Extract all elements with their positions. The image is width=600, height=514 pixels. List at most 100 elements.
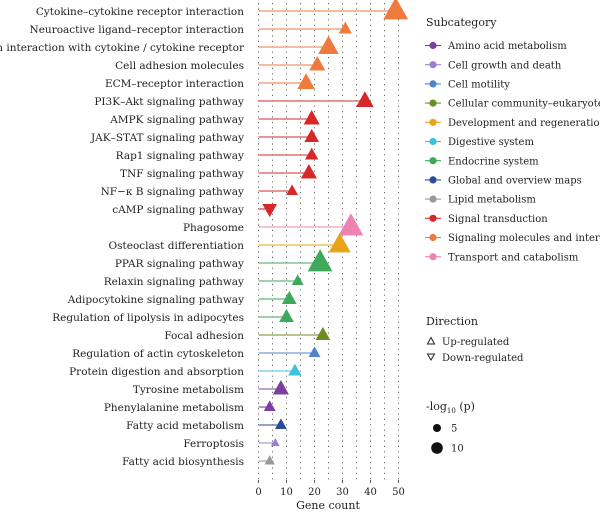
- pathway-label-cytokine-cytokine-receptor-interaction: Cytokine–cytokine receptor interaction: [36, 6, 244, 18]
- pathway-label-nf-b-signaling-pathway: NF−κ B signaling pathway: [101, 186, 244, 198]
- legend-swatch-amino-acid-metabolism: [429, 41, 437, 50]
- marker-ppar-signaling-pathway: [307, 249, 333, 272]
- legend-size-title-suffix: (p): [456, 400, 475, 413]
- marker-adipocytokine-signaling-pathway: [281, 290, 297, 305]
- marker-fatty-acid-biosynthesis: [264, 455, 275, 465]
- marker-focal-adhesion: [315, 326, 331, 341]
- legend-swatch-digestive-system: [429, 137, 437, 146]
- legend-size-dot-10: [431, 442, 443, 454]
- pathway-label-protein-digestion-and-absorption: Protein digestion and absorption: [69, 366, 244, 378]
- marker-rap1-signaling-pathway: [305, 147, 319, 160]
- legend-size-label-5: 5: [451, 424, 457, 435]
- legend-label-signaling-molecules-and-interaction: Signaling molecules and interaction: [448, 233, 600, 244]
- marker-pi3k-akt-signaling-pathway: [356, 91, 374, 107]
- pathway-label-tnf-signaling-pathway: TNF signaling pathway: [120, 168, 244, 180]
- pathway-label-viral-protein-interaction-with-cytokine-cytokine-receptor: Viral protein interaction with cytokine …: [0, 42, 245, 54]
- pathway-label-phagosome: Phagosome: [183, 222, 244, 234]
- legend-label-transport-and-catabolism: Transport and catabolism: [448, 252, 579, 263]
- pathway-label-jak-stat-signaling-pathway: JAK–STAT signaling pathway: [90, 132, 244, 144]
- pathway-label-regulation-of-lipolysis-in-adipocytes: Regulation of lipolysis in adipocytes: [52, 312, 244, 324]
- legend-label-lipid-metabolism: Lipid metabolism: [448, 195, 536, 206]
- legend-label-cell-motility: Cell motility: [448, 80, 510, 91]
- pathway-label-cell-adhesion-molecules: Cell adhesion molecules: [115, 60, 244, 72]
- pathway-label-regulation-of-actin-cytoskeleton: Regulation of actin cytoskeleton: [72, 348, 244, 360]
- pathway-label-fatty-acid-biosynthesis: Fatty acid biosynthesis: [122, 456, 244, 468]
- marker-neuroactive-ligand-receptor-interaction: [338, 21, 352, 34]
- legend-label-cell-growth-and-death: Cell growth and death: [448, 60, 562, 71]
- legend: Subcategory Direction -log10 (p) Amino a…: [425, 16, 600, 455]
- marker-tyrosine-metabolism: [272, 380, 289, 395]
- x-tick-label-20: 20: [308, 487, 321, 498]
- legend-size-title: -log10 (p): [426, 400, 475, 415]
- legend-label-development-and-regeneration: Development and regeneration: [448, 118, 600, 129]
- legend-swatch-transport-and-catabolism: [429, 253, 437, 261]
- pathway-label-fatty-acid-metabolism: Fatty acid metabolism: [126, 420, 244, 432]
- x-tick-label-10: 10: [280, 487, 293, 498]
- legend-swatch-cellular-community-eukaryotes: [429, 99, 437, 107]
- marker-phenylalanine-metabolism: [263, 400, 276, 412]
- marker-cell-adhesion-molecules: [309, 56, 326, 71]
- marker-fatty-acid-metabolism: [274, 418, 287, 430]
- marker-osteoclast-differentiation: [328, 232, 351, 253]
- x-tick-label-0: 0: [255, 487, 261, 498]
- legend-direction-icon-up-regulated: [426, 336, 436, 345]
- pathway-label-camp-signaling-pathway: cAMP signaling pathway: [112, 204, 244, 216]
- legend-swatch-development-and-regeneration: [429, 118, 437, 126]
- pathway-label-phenylalanine-metabolism: Phenylalanine metabolism: [104, 402, 244, 414]
- legend-direction-title: Direction: [426, 315, 478, 328]
- pathway-label-tyrosine-metabolism: Tyrosine metabolism: [133, 384, 244, 396]
- pathway-label-ecm-receptor-interaction: ECM–receptor interaction: [105, 78, 244, 90]
- x-tick-label-50: 50: [392, 487, 405, 498]
- legend-direction-label-down-regulated: Down-regulated: [442, 353, 524, 364]
- legend-label-signal-transduction: Signal transduction: [448, 214, 548, 225]
- marker-protein-digestion-and-absorption: [288, 363, 302, 376]
- marker-cytokine-cytokine-receptor-interaction: [383, 0, 409, 20]
- legend-size-title-sub: 10: [447, 407, 456, 415]
- x-tick-label-30: 30: [336, 487, 349, 498]
- legend-size-label-10: 10: [451, 444, 464, 455]
- legend-label-endocrine-system: Endocrine system: [448, 156, 539, 167]
- x-axis: Gene count 0 10 20 30 40 50: [255, 480, 405, 512]
- pathway-label-neuroactive-ligand-receptor-interaction: Neuroactive ligand–receptor interaction: [30, 24, 245, 36]
- marker-viral-protein-interaction-with-cytokine-cytokine-receptor: [318, 35, 339, 54]
- legend-direction-label-up-regulated: Up-regulated: [442, 337, 510, 348]
- pathway-label-ppar-signaling-pathway: PPAR signaling pathway: [115, 258, 244, 270]
- legend-label-cellular-community-eukaryotes: Cellular community–eukaryotes: [448, 99, 600, 110]
- legend-size-dot-5: [433, 424, 441, 432]
- legend-swatch-lipid-metabolism: [429, 195, 437, 203]
- legend-label-global-and-overview-maps: Global and overview maps: [448, 176, 582, 187]
- marker-nf-b-signaling-pathway: [286, 184, 299, 196]
- pathway-label-ferroptosis: Ferroptosis: [183, 438, 244, 450]
- legend-swatch-global-and-overview-maps: [429, 176, 437, 184]
- pathway-label-adipocytokine-signaling-pathway: Adipocytokine signaling pathway: [67, 294, 244, 306]
- legend-subcategory-title: Subcategory: [426, 16, 497, 29]
- legend-swatch-signal-transduction: [429, 214, 437, 222]
- marker-phagosome: [338, 213, 364, 236]
- lollipop-stems: [258, 10, 396, 462]
- pathway-label-pi3k-akt-signaling-pathway: PI3K–Akt signaling pathway: [94, 96, 244, 108]
- legend-swatch-signaling-molecules-and-interaction: [429, 233, 437, 242]
- marker-ferroptosis: [270, 437, 280, 447]
- x-axis-title: Gene count: [296, 499, 360, 512]
- marker-regulation-of-actin-cytoskeleton: [308, 346, 321, 358]
- legend-swatch-cell-motility: [429, 80, 437, 88]
- marker-ampk-signaling-pathway: [303, 110, 320, 125]
- pathway-label-rap1-signaling-pathway: Rap1 signaling pathway: [116, 150, 244, 162]
- legend-label-amino-acid-metabolism: Amino acid metabolism: [447, 41, 567, 52]
- legend-size-title-prefix: -log: [426, 400, 447, 413]
- lollipop-markers: [262, 0, 409, 465]
- marker-camp-signaling-pathway: [262, 203, 278, 218]
- marker-relaxin-signaling-pathway: [291, 274, 304, 286]
- marker-jak-stat-signaling-pathway: [304, 128, 320, 143]
- pathway-label-osteoclast-differentiation: Osteoclast differentiation: [109, 240, 245, 252]
- marker-ecm-receptor-interaction: [297, 73, 315, 89]
- pathway-label-focal-adhesion: Focal adhesion: [164, 330, 244, 342]
- x-tick-label-40: 40: [364, 487, 377, 498]
- marker-tnf-signaling-pathway: [300, 164, 317, 179]
- pathway-label-relaxin-signaling-pathway: Relaxin signaling pathway: [104, 276, 244, 288]
- pathway-labels: Cytokine–cytokine receptor interaction Ne…: [0, 6, 245, 468]
- legend-swatch-cell-growth-and-death: [429, 61, 437, 69]
- legend-direction-icon-down-regulated: [426, 353, 436, 361]
- pathway-label-ampk-signaling-pathway: AMPK signaling pathway: [109, 114, 244, 126]
